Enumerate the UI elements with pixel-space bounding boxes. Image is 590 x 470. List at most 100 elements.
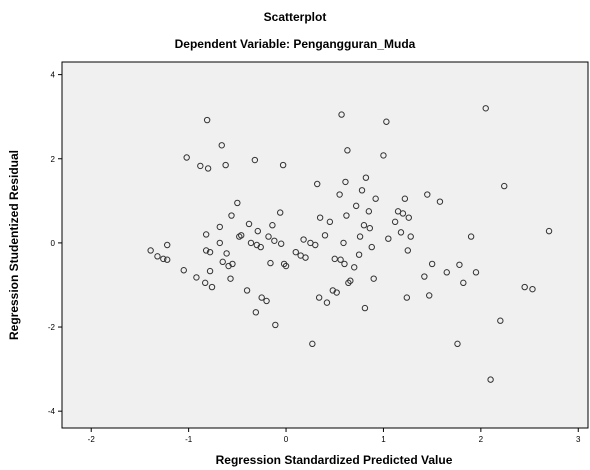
data-point	[347, 277, 354, 284]
axis-ticks: -2 -1 0 1 2 3 -4 -2 0 2 4	[48, 71, 581, 444]
x-axis-label: Regression Standardized Predicted Value	[215, 453, 453, 467]
data-point	[368, 243, 375, 251]
data-point	[340, 239, 347, 247]
data-point	[252, 309, 260, 316]
data-point	[443, 269, 450, 276]
data-point	[309, 340, 316, 348]
data-point	[265, 233, 272, 240]
data-point	[372, 195, 379, 202]
data-point	[258, 294, 265, 301]
data-point	[257, 243, 264, 251]
y-tick-label: -2	[48, 323, 56, 332]
data-point	[201, 279, 209, 287]
data-point	[545, 227, 553, 235]
data-point	[160, 255, 167, 263]
data-point	[202, 247, 210, 254]
x-tick-label: -2	[88, 435, 96, 444]
data-point	[272, 321, 279, 329]
data-point	[326, 218, 334, 226]
data-point	[204, 165, 212, 172]
data-point	[292, 248, 299, 256]
y-tick-label: 2	[51, 155, 56, 164]
data-point	[337, 256, 344, 263]
data-point	[300, 236, 307, 243]
x-tick-label: 2	[479, 435, 484, 444]
data-point	[336, 191, 343, 198]
data-point	[147, 247, 154, 254]
data-point	[216, 239, 224, 247]
x-tick-label: -1	[185, 435, 193, 444]
data-point	[426, 292, 433, 299]
data-point	[164, 256, 171, 263]
y-tick-label: -4	[48, 407, 56, 416]
data-point	[482, 105, 489, 112]
plot-area	[61, 61, 589, 429]
data-point	[397, 229, 405, 236]
data-point	[234, 199, 241, 207]
data-point	[219, 258, 226, 266]
data-point	[358, 187, 366, 194]
data-point	[282, 262, 290, 270]
data-point	[316, 214, 324, 221]
data-point	[380, 152, 387, 159]
data-point	[238, 232, 245, 239]
data-point	[331, 255, 338, 263]
data-point	[321, 232, 329, 239]
data-point	[365, 208, 373, 215]
data-point	[351, 264, 358, 271]
data-point	[222, 161, 229, 169]
data-point	[323, 299, 331, 306]
data-point	[356, 233, 364, 240]
data-point	[454, 340, 461, 348]
data-point	[428, 260, 436, 268]
data-point	[343, 212, 350, 219]
data-point	[404, 247, 411, 254]
data-point	[521, 283, 528, 291]
data-point	[333, 289, 340, 296]
data-point	[267, 259, 274, 267]
data-point	[342, 178, 349, 186]
data-point	[218, 142, 225, 149]
y-tick-label: 4	[51, 71, 56, 80]
chart-title: Scatterplot	[263, 10, 327, 24]
data-point	[315, 294, 323, 301]
data-point	[370, 275, 377, 282]
data-point	[206, 248, 214, 256]
data-point	[345, 279, 352, 287]
x-tick-label: 0	[284, 435, 289, 444]
data-point	[251, 156, 259, 164]
data-point	[245, 220, 253, 228]
data-point	[407, 233, 414, 240]
data-point	[279, 161, 287, 169]
data-point	[366, 224, 374, 232]
data-point	[421, 273, 428, 280]
chart-subtitle: Dependent Variable: Pengangguran_Muda	[174, 37, 416, 51]
data-point	[497, 317, 504, 324]
data-point	[312, 241, 319, 249]
data-point	[183, 154, 190, 161]
data-point	[314, 180, 321, 188]
data-point	[355, 251, 363, 258]
data-point	[271, 237, 278, 244]
data-point	[180, 267, 187, 274]
data-point	[223, 250, 230, 257]
data-point	[202, 231, 210, 238]
data-point	[302, 254, 309, 261]
data-point	[216, 223, 224, 231]
data-point	[487, 376, 494, 383]
data-point	[391, 218, 399, 226]
data-point	[360, 222, 368, 229]
data-point	[280, 260, 288, 268]
x-tick-label: 1	[381, 435, 386, 444]
data-point	[399, 210, 407, 217]
data-point	[276, 209, 284, 216]
data-point	[263, 297, 270, 305]
data-point	[203, 116, 211, 124]
data-point	[436, 198, 444, 205]
data-point	[501, 182, 508, 190]
data-point	[456, 261, 463, 268]
data-point	[383, 118, 390, 125]
data-point	[243, 287, 251, 294]
data-point	[424, 191, 431, 198]
